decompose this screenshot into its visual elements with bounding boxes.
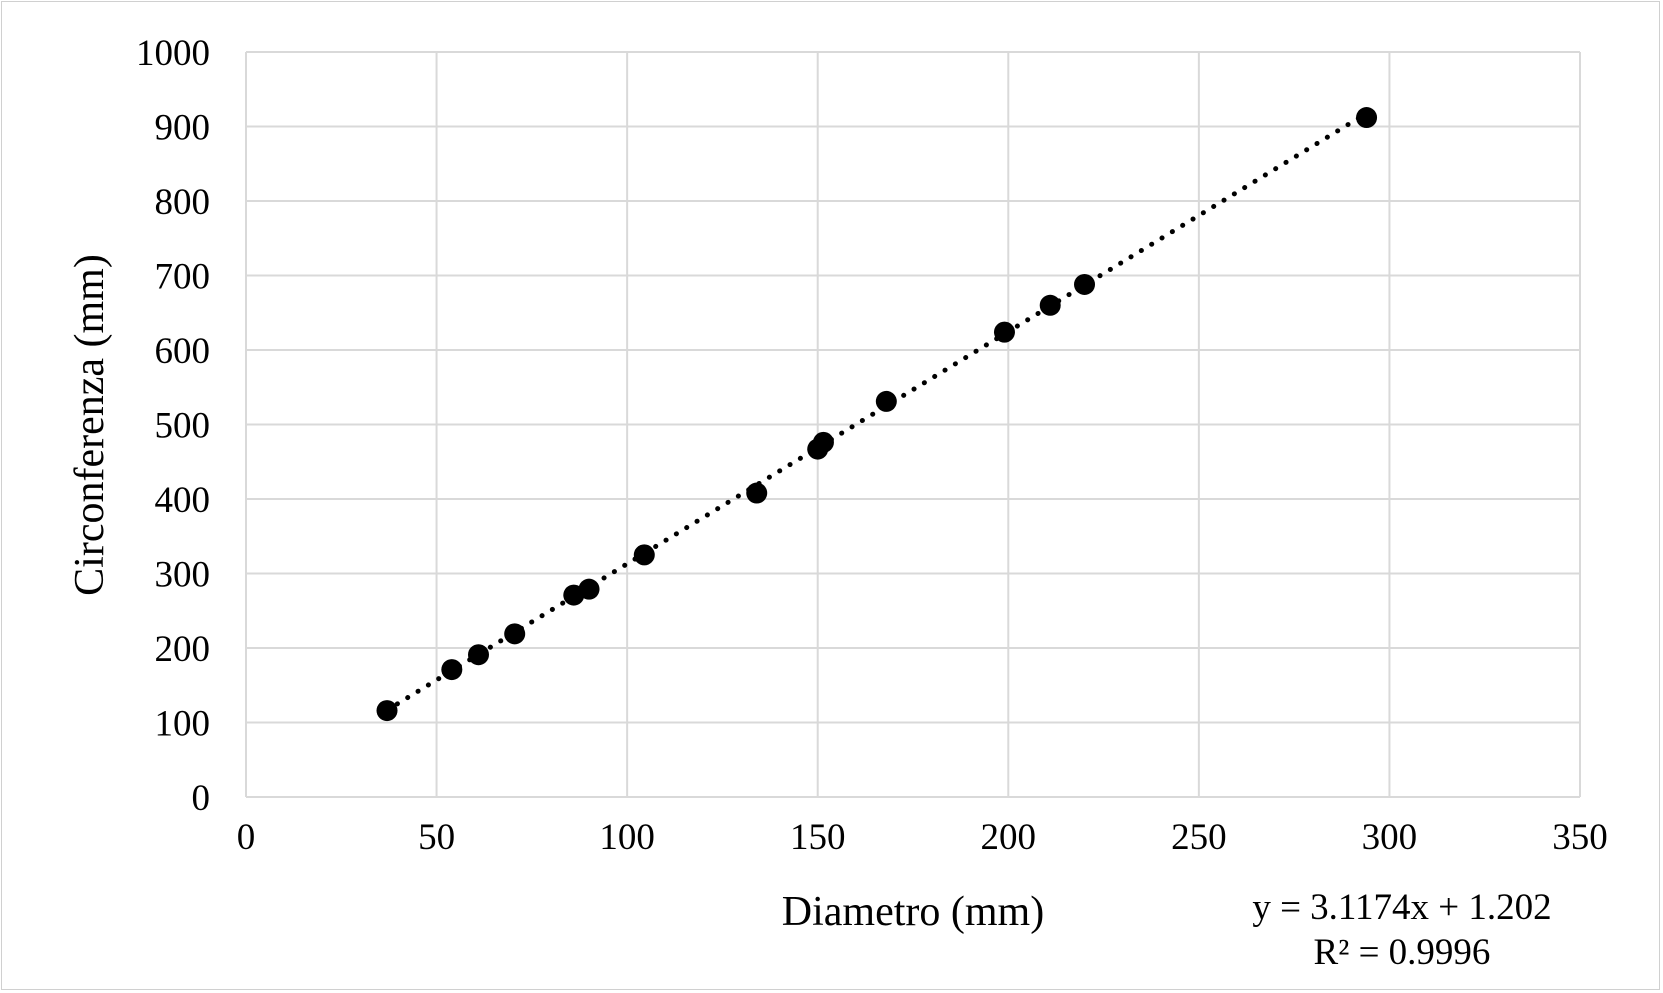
trendline-equation: y = 3.1174x + 1.202: [1252, 887, 1551, 928]
y-tick-label: 700: [155, 257, 211, 298]
x-tick-label: 300: [1362, 817, 1418, 858]
x-tick-label: 100: [599, 817, 655, 858]
y-tick-label: 800: [155, 182, 211, 223]
y-tick-label: 300: [155, 555, 211, 596]
data-point: [578, 578, 600, 600]
data-point: [993, 321, 1015, 343]
trendline-r-squared: R² = 0.9996: [1314, 932, 1491, 973]
trendline: [384, 110, 1370, 713]
data-point: [376, 700, 398, 722]
data-point: [746, 482, 768, 504]
x-tick-label: 350: [1552, 817, 1608, 858]
data-points: [376, 107, 1378, 722]
data-point: [875, 390, 897, 412]
x-tick-label: 250: [1171, 817, 1227, 858]
data-point: [1356, 107, 1378, 129]
x-tick-labels: 0 50 100 150 200 250 300 350: [237, 817, 1608, 858]
y-axis-title: Circonferenza (mm): [67, 254, 113, 596]
y-tick-label: 100: [155, 704, 211, 745]
y-tick-label: 900: [155, 108, 211, 149]
y-tick-label: 0: [192, 778, 211, 819]
y-tick-label: 400: [155, 480, 211, 521]
data-point: [1074, 273, 1096, 295]
data-point: [812, 431, 834, 453]
data-point: [467, 644, 489, 666]
y-tick-label: 600: [155, 331, 211, 372]
x-tick-label: 150: [790, 817, 846, 858]
data-point: [633, 544, 655, 566]
y-tick-label: 1000: [136, 33, 210, 74]
gridlines: [246, 51, 1581, 797]
x-axis-title: Diametro (mm): [782, 889, 1044, 935]
y-tick-label: 200: [155, 629, 211, 670]
axes: [245, 52, 1580, 798]
data-point: [441, 659, 463, 681]
y-tick-labels: 0 100 200 300 400 500 600 700 800 900 1000: [136, 33, 210, 819]
y-tick-label: 500: [155, 406, 211, 447]
data-point: [1039, 294, 1061, 316]
x-tick-label: 0: [237, 817, 256, 858]
x-tick-label: 200: [981, 817, 1037, 858]
x-tick-label: 50: [418, 817, 455, 858]
data-point: [504, 623, 526, 645]
